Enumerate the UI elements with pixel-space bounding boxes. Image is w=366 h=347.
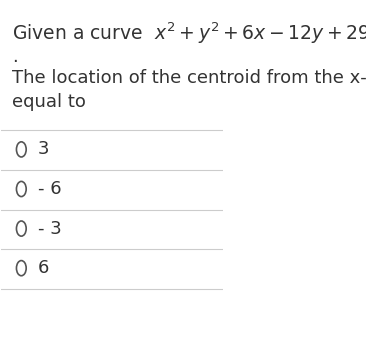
Text: - 3: - 3 — [38, 220, 62, 238]
Text: The location of the centroid from the x-axis is: The location of the centroid from the x-… — [12, 68, 366, 86]
Text: Given a curve  $x^2 + y^2 + 6x - 12y + 29 = 0$: Given a curve $x^2 + y^2 + 6x - 12y + 29… — [12, 20, 366, 46]
Text: - 6: - 6 — [38, 180, 61, 198]
Text: 3: 3 — [38, 141, 49, 158]
Text: equal to: equal to — [12, 93, 86, 111]
Text: 6: 6 — [38, 259, 49, 277]
Text: .: . — [12, 48, 18, 66]
